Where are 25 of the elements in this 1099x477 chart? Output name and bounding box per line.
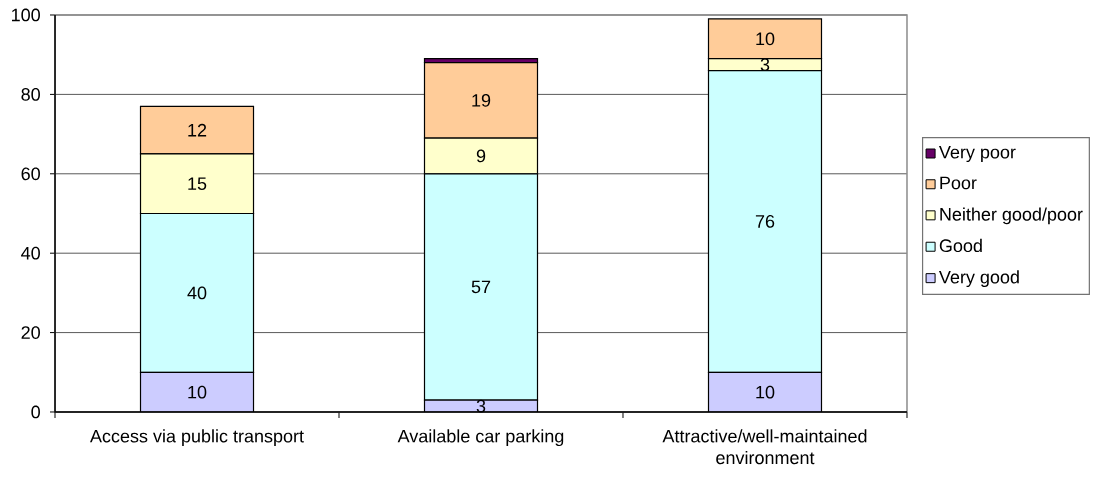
data-label: 19 (472, 93, 491, 107)
data-label: 9 (476, 149, 486, 163)
legend-label: Very poor (938, 145, 1016, 163)
data-label: 10 (188, 385, 207, 399)
y-tick-label: 100 (12, 8, 40, 22)
y-tick-label: 0 (31, 405, 40, 419)
legend-label: Neither good/poor (940, 207, 1083, 225)
x-tick-label: Attractive/well-maintained environment (662, 429, 867, 465)
legend-label: Poor (940, 176, 977, 190)
legend-label: Good (939, 238, 982, 253)
y-tick-label: 60 (21, 167, 40, 181)
y-tick-label: 80 (21, 88, 40, 101)
data-label: 57 (471, 280, 491, 294)
legend-label: Very good (938, 270, 1019, 288)
data-label: 40 (187, 286, 207, 300)
data-label: 12 (188, 123, 207, 137)
x-tick-label: Access via public transport (89, 429, 304, 447)
data-label: 3 (476, 399, 486, 413)
y-tick-label: 40 (21, 246, 40, 260)
data-label: 76 (755, 215, 775, 228)
x-tick-label: Available car parking (397, 429, 564, 447)
data-label: 15 (188, 177, 207, 190)
y-tick-label: 20 (21, 326, 40, 339)
data-label: 10 (756, 385, 775, 399)
data-label: 10 (756, 32, 775, 46)
